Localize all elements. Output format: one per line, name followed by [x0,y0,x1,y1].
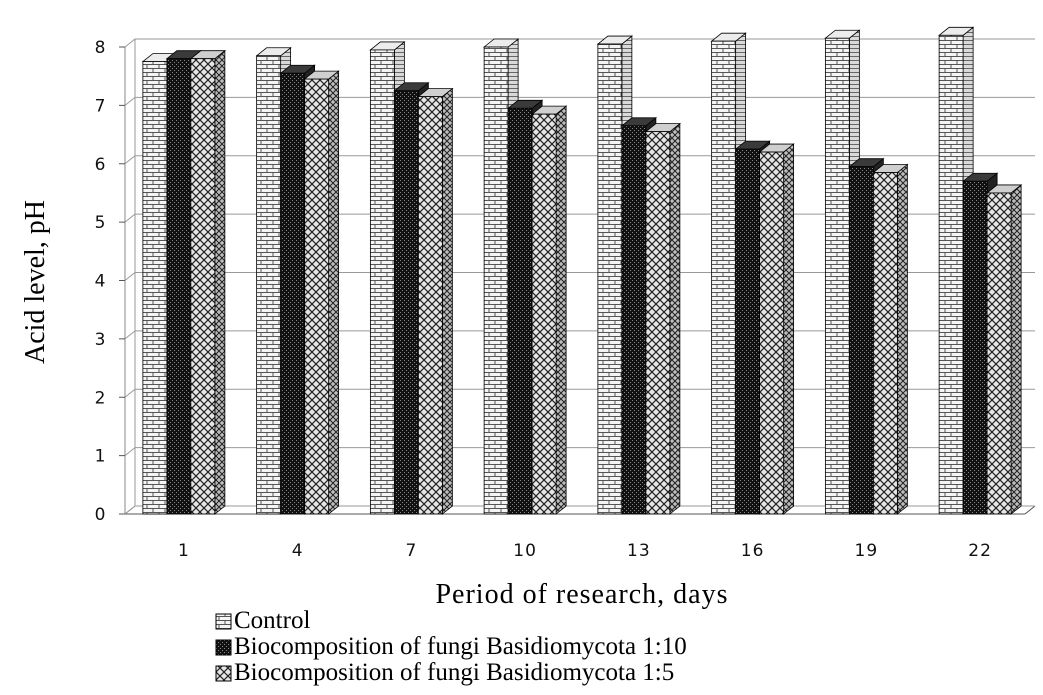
y-tick-label: 3 [95,330,106,350]
bar [848,166,874,515]
y-tick-label: 1 [95,447,106,467]
legend-swatch [215,665,232,682]
bar-side-face [783,143,795,515]
bar-side-face [1010,184,1022,515]
bar [872,172,898,515]
y-tick-label: 6 [95,155,106,175]
x-tick-label: 10 [513,541,537,561]
y-tick-label: 7 [95,96,106,116]
gridline-depth [124,330,136,340]
bar [280,72,306,515]
bar [645,131,671,515]
x-axis-title: Period of research, days [435,579,728,610]
y-tick-label: 5 [95,213,106,233]
legend-label: Biocomposition of fungi Basidiomycota 1:… [234,633,687,660]
legend-label: Control [234,607,310,634]
bar-series-group [141,26,1023,515]
bar-side-face [555,105,567,515]
y-tick-label: 2 [95,388,106,408]
gridline-depth [124,155,136,165]
bar [711,40,737,515]
legend-swatch [215,613,232,630]
bar [166,58,192,515]
bar [824,37,850,515]
gridline-depth [124,272,136,281]
x-tick-label: 13 [627,541,651,561]
bar-side-face [214,49,226,515]
y-tick-label: 0 [95,505,106,525]
legend-label: Biocomposition of fungi Basidiomycota 1:… [234,659,674,686]
floor-right-edge [1024,505,1036,515]
bar [621,125,647,515]
y-axis-title: Acid level, pH [20,200,51,364]
bar [142,61,168,515]
gridline-depth [124,388,136,398]
gridline-depth [124,213,136,223]
gridline-depth [124,38,136,48]
bar [304,78,330,515]
y-tick-label: 4 [95,272,106,292]
gridline-depth [124,505,136,515]
y-axis-tick-labels: 0 1 2 3 4 5 6 7 8 [95,38,106,525]
x-tick-label: 22 [968,541,992,561]
bar [256,55,282,515]
bar [962,180,988,515]
bar-side-face [328,70,340,515]
x-tick-label: 1 [178,541,190,561]
bar [531,113,557,515]
bar [759,151,785,515]
bar [597,43,623,515]
bar-side-face [669,122,681,515]
x-tick-label: 19 [855,541,879,561]
gridline-depth [124,447,136,457]
bar [735,148,761,515]
bar [190,58,216,515]
bar [393,90,419,515]
x-tick-label: 7 [405,541,417,561]
bar [483,46,509,515]
x-axis-tick-labels: 1 4 7 10 13 16 19 22 [178,541,992,561]
x-tick-label: 16 [741,541,765,561]
y-tick-label: 8 [95,38,106,58]
bar-side-face [441,87,453,515]
x-tick-label: 4 [292,541,304,561]
bar [986,192,1012,515]
bar [369,49,395,515]
legend-swatch [215,639,232,656]
gridline-depth [124,96,136,106]
bar [507,107,533,515]
bar-side-face [896,163,908,515]
bar [417,96,443,515]
bar [938,34,964,515]
